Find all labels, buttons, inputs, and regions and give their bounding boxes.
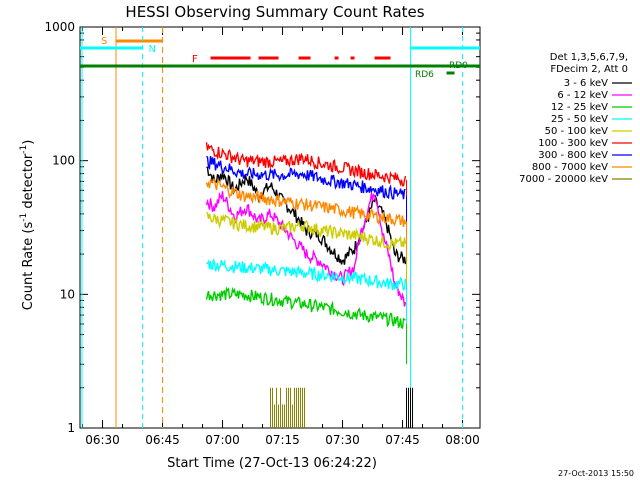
y-tick-label: 1000 bbox=[44, 20, 75, 34]
x-tick-label: 07:00 bbox=[205, 433, 240, 447]
flag-label-n: N bbox=[149, 44, 156, 55]
flag-label-rd6: RD6 bbox=[415, 70, 434, 80]
series-line bbox=[206, 166, 407, 265]
legend-label: 3 - 6 keV bbox=[564, 78, 608, 89]
series-line bbox=[205, 191, 407, 307]
y-axis-label: Count Rate (s-1 detector-1) bbox=[19, 140, 36, 311]
flag-label-s: S bbox=[101, 36, 107, 47]
series-line bbox=[205, 286, 406, 329]
series-line bbox=[206, 155, 406, 200]
legend-header: Det 1,3,5,6,7,9, bbox=[550, 52, 628, 63]
flag-label-f: F bbox=[192, 54, 198, 65]
series-7 bbox=[205, 178, 408, 262]
flag-label-rd0: RD0 bbox=[449, 61, 468, 71]
x-tick-label: 07:15 bbox=[265, 433, 300, 447]
series-2 bbox=[205, 286, 408, 365]
legend-header: FDecim 2, Att 0 bbox=[550, 64, 628, 75]
series-line bbox=[206, 257, 407, 291]
y-tick-label: 100 bbox=[52, 154, 75, 168]
footer-timestamp: 27-Oct-2013 15:50 bbox=[558, 469, 634, 478]
y-tick-label: 1 bbox=[67, 421, 75, 435]
series-3 bbox=[206, 257, 408, 324]
series-8 bbox=[270, 387, 414, 428]
x-axis-label: Start Time (27-Oct-13 06:24:22) bbox=[167, 456, 377, 471]
legend-label: 7000 - 20000 keV bbox=[519, 174, 608, 185]
legend-label: 6 - 12 keV bbox=[557, 90, 608, 101]
legend-label: 800 - 7000 keV bbox=[532, 162, 608, 173]
series-line bbox=[205, 142, 407, 187]
series-line bbox=[205, 178, 407, 228]
legend-label: 50 - 100 keV bbox=[545, 126, 609, 137]
legend-label: 100 - 300 keV bbox=[538, 138, 608, 149]
series-5 bbox=[205, 142, 408, 220]
x-tick-label: 06:45 bbox=[145, 433, 180, 447]
x-tick-label: 07:30 bbox=[325, 433, 360, 447]
chart-title: HESSI Observing Summary Count Rates bbox=[125, 3, 424, 21]
legend-label: 12 - 25 keV bbox=[551, 102, 608, 113]
plot-frame bbox=[79, 26, 481, 429]
x-tick-label: 06:30 bbox=[85, 433, 120, 447]
y-tick-label: 10 bbox=[60, 287, 75, 301]
x-tick-label: 08:00 bbox=[445, 433, 480, 447]
legend-label: 300 - 800 keV bbox=[538, 150, 608, 161]
legend-label: 25 - 50 keV bbox=[551, 114, 608, 125]
x-tick-label: 07:45 bbox=[385, 433, 420, 447]
series-line bbox=[206, 211, 407, 251]
